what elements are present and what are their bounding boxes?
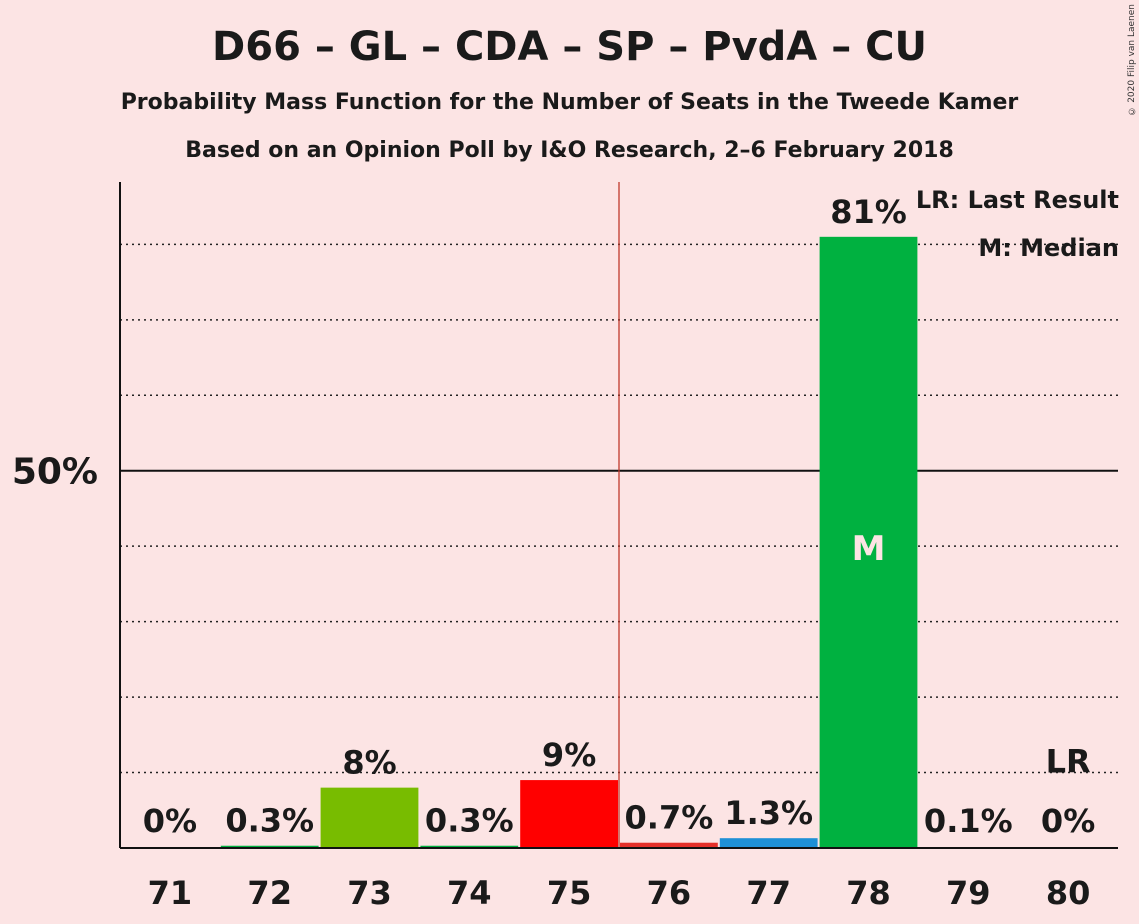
- bar-seat-73: [320, 787, 419, 848]
- copyright-notice: © 2020 Filip van Laenen: [1127, 4, 1137, 116]
- value-label-76: 0.7%: [625, 799, 714, 837]
- chart-title: D66 – GL – CDA – SP – PvdA – CU: [212, 24, 927, 70]
- x-tick-label-74: 74: [447, 874, 492, 912]
- value-label-73: 8%: [342, 744, 396, 782]
- bar-seat-72: [220, 845, 319, 848]
- value-label-74: 0.3%: [425, 802, 514, 840]
- legend-median: M: Median: [978, 234, 1119, 262]
- value-label-80: 0%: [1041, 802, 1095, 840]
- x-tick-label-79: 79: [946, 874, 991, 912]
- bar-seat-75: [520, 780, 618, 848]
- legend-last-result: LR: Last Result: [915, 186, 1119, 214]
- x-tick-label-72: 72: [247, 874, 292, 912]
- x-tick-label-76: 76: [647, 874, 692, 912]
- y-tick-label: 50%: [12, 452, 98, 493]
- value-label-78: 81%: [830, 193, 907, 231]
- value-label-75: 9%: [542, 736, 596, 774]
- bar-seat-77: [719, 838, 818, 848]
- bar-seat-78: [819, 236, 918, 848]
- x-tick-label-75: 75: [547, 874, 592, 912]
- x-tick-label-78: 78: [846, 874, 891, 912]
- x-tick-label-77: 77: [746, 874, 791, 912]
- median-marker: M: [852, 529, 886, 569]
- value-label-72: 0.3%: [225, 802, 314, 840]
- x-tick-label-71: 71: [148, 874, 193, 912]
- chart-subtitle: Probability Mass Function for the Number…: [120, 90, 1019, 115]
- chart-source: Based on an Opinion Poll by I&O Research…: [185, 138, 954, 163]
- bar-seat-76: [620, 842, 718, 848]
- bar-seat-74: [420, 845, 519, 848]
- value-label-71: 0%: [143, 802, 197, 840]
- value-label-77: 1.3%: [724, 794, 813, 832]
- value-label-79: 0.1%: [924, 802, 1013, 840]
- last-result-marker: LR: [1046, 743, 1091, 781]
- x-tick-label-73: 73: [347, 874, 392, 912]
- x-tick-label-80: 80: [1046, 874, 1091, 912]
